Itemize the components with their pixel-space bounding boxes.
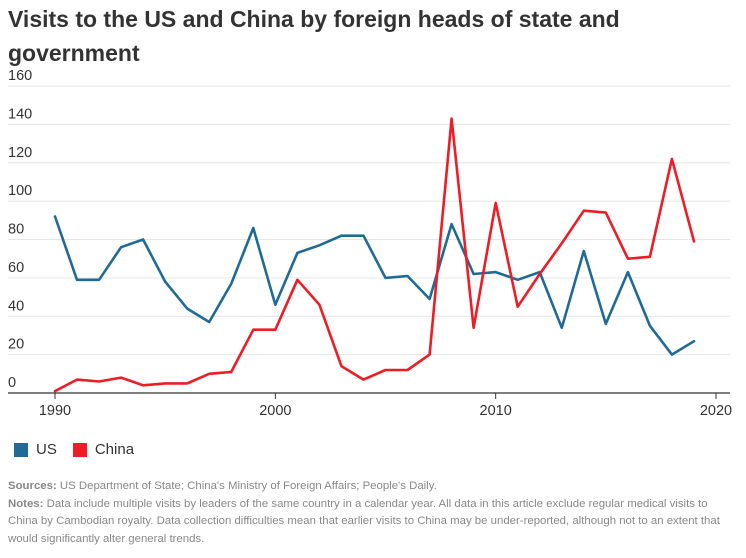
x-axis-ticks: 1990 2000 2010 2020 xyxy=(39,393,732,419)
chart-title: Visits to the US and China by foreign he… xyxy=(8,6,620,66)
y-tick-label: 20 xyxy=(8,337,24,353)
sources-label: Sources: xyxy=(8,480,57,492)
x-tick-label: 2000 xyxy=(259,403,291,419)
y-tick-label: 160 xyxy=(8,68,32,84)
x-tick-label: 1990 xyxy=(39,403,71,419)
series-lines xyxy=(53,117,696,393)
line-chart: 0 20 40 60 80 100 120 140 160 1990 2000 2010 2020 xyxy=(8,68,732,419)
legend-swatch-china xyxy=(72,442,87,457)
y-tick-label: 60 xyxy=(8,260,24,276)
notes-label: Notes: xyxy=(8,497,44,510)
notes-line: Notes: Data include multiple visits by l… xyxy=(8,496,740,549)
sources-text: US Department of State; China's Ministry… xyxy=(56,480,437,492)
y-axis-ticks: 0 20 40 60 80 100 120 140 160 xyxy=(8,68,32,391)
legend-label-china: China xyxy=(94,441,135,458)
x-tick-label: 2020 xyxy=(700,403,732,419)
sources-line: Sources: US Department of State; China's… xyxy=(8,478,740,496)
y-tick-label: 120 xyxy=(8,145,32,161)
legend-item-china: China xyxy=(72,441,135,458)
legend: US China xyxy=(14,441,150,458)
legend-label-us: US xyxy=(36,441,57,458)
footer-notes: Sources: US Department of State; China's… xyxy=(8,478,740,548)
y-tick-label: 0 xyxy=(8,375,16,391)
grid-lines xyxy=(8,85,730,394)
notes-text: Data include multiple visits by leaders … xyxy=(8,497,720,545)
series-line-china xyxy=(53,117,696,393)
y-tick-label: 40 xyxy=(8,298,24,314)
y-tick-label: 80 xyxy=(8,222,24,238)
y-tick-label: 100 xyxy=(8,183,32,199)
y-tick-label: 140 xyxy=(8,106,32,122)
legend-item-us: US xyxy=(14,441,57,458)
x-tick-label: 2010 xyxy=(480,403,512,419)
series-line-us xyxy=(53,215,696,356)
legend-swatch-us xyxy=(14,442,28,457)
